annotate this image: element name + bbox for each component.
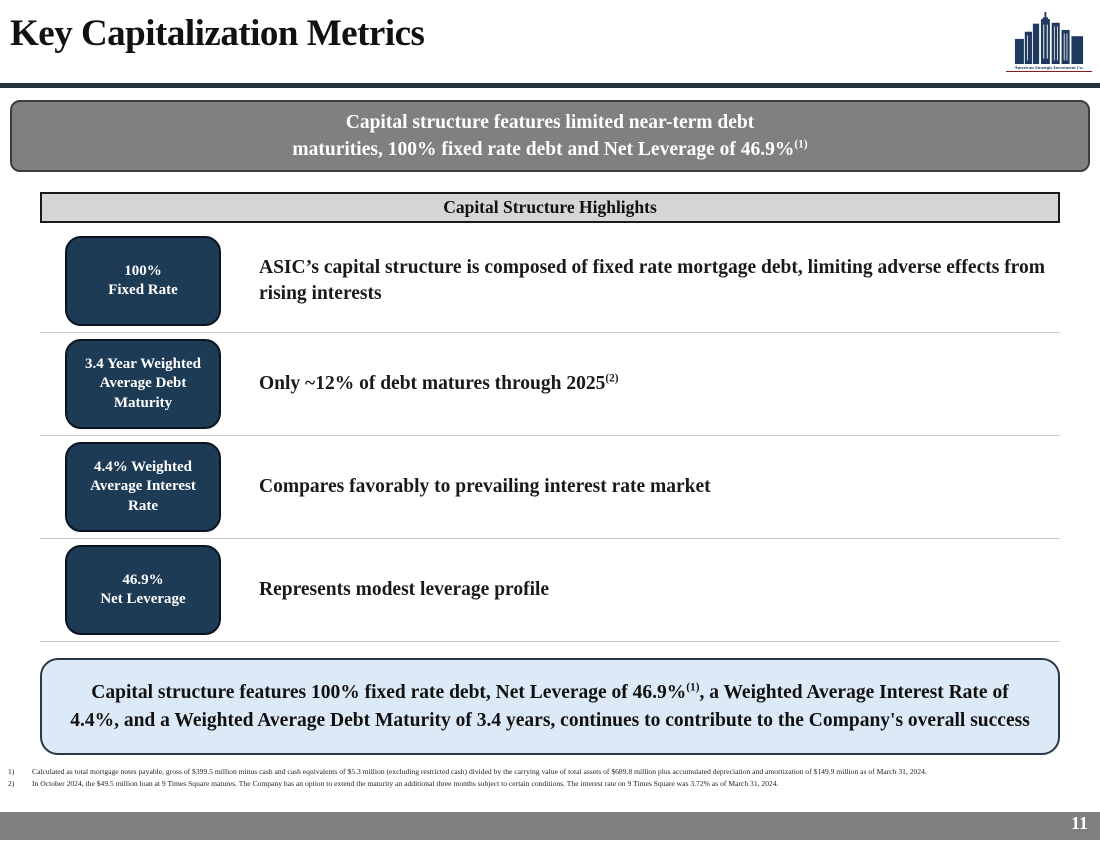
logo-caption: American Strategic Investment Co. (1006, 65, 1092, 72)
footnotes: 1) Calculated as total mortgage notes pa… (8, 766, 1094, 790)
footnote-ref-2: (2) (605, 372, 619, 385)
highlights-rows: 100% Fixed Rate ASIC’s capital structure… (40, 230, 1060, 642)
section-header-capital-structure-highlights: Capital Structure Highlights (40, 192, 1060, 223)
highlight-row-debt-maturity: 3.4 Year Weighted Average Debt Maturity … (40, 333, 1060, 436)
banner-line2: maturities, 100% fixed rate debt and Net… (292, 138, 808, 161)
skyline-logo-icon (1006, 12, 1092, 64)
metric-pill-debt-maturity: 3.4 Year Weighted Average Debt Maturity (65, 339, 221, 429)
title-divider (0, 83, 1100, 88)
metric-pill-net-leverage: 46.9% Net Leverage (65, 545, 221, 635)
conclusion-box: Capital structure features 100% fixed ra… (40, 658, 1060, 755)
highlight-row-fixed-rate: 100% Fixed Rate ASIC’s capital structure… (40, 230, 1060, 333)
highlight-text: Only ~12% of debt matures through 2025(2… (259, 372, 619, 394)
banner-line1: Capital structure features limited near-… (345, 111, 755, 133)
metric-pill-interest-rate: 4.4% Weighted Average Interest Rate (65, 442, 221, 532)
footnote-ref-1: (1) (686, 681, 700, 694)
highlight-row-net-leverage: 46.9% Net Leverage Represents modest lev… (40, 539, 1060, 642)
company-logo: American Strategic Investment Co. (1006, 12, 1092, 72)
footnote-1: 1) Calculated as total mortgage notes pa… (8, 767, 927, 776)
highlight-row-interest-rate: 4.4% Weighted Average Interest Rate Comp… (40, 436, 1060, 539)
page-title: Key Capitalization Metrics (10, 13, 425, 54)
footnote-ref-1: (1) (794, 138, 808, 151)
footer-bar: 11 (0, 812, 1100, 840)
page-number: 11 (1070, 813, 1088, 833)
highlight-text: Represents modest leverage profile (259, 578, 550, 600)
highlight-text: Compares favorably to prevailing interes… (259, 475, 711, 497)
summary-banner: Capital structure features limited near-… (10, 100, 1090, 172)
footnote-2: 2) In October 2024, the $49.5 million lo… (8, 779, 779, 789)
metric-pill-fixed-rate: 100% Fixed Rate (65, 236, 221, 326)
highlight-text: ASIC’s capital structure is composed of … (259, 256, 1045, 304)
